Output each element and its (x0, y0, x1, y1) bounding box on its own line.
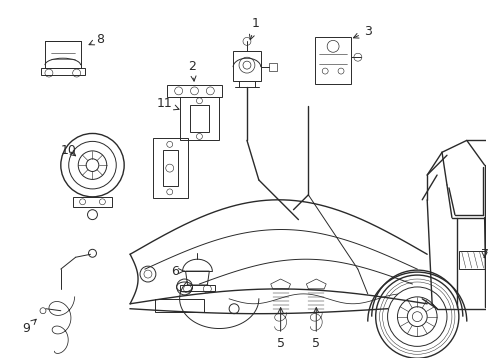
Text: 6: 6 (170, 265, 184, 278)
Text: 5: 5 (276, 308, 284, 350)
Text: 3: 3 (353, 25, 371, 38)
Text: 10: 10 (61, 144, 77, 157)
Text: 2: 2 (188, 60, 196, 81)
Text: 8: 8 (89, 33, 104, 46)
Text: 5: 5 (312, 308, 320, 350)
Text: 11: 11 (157, 97, 179, 110)
Text: 9: 9 (22, 319, 36, 335)
Text: 7: 7 (480, 248, 488, 261)
Text: 1: 1 (249, 17, 259, 40)
